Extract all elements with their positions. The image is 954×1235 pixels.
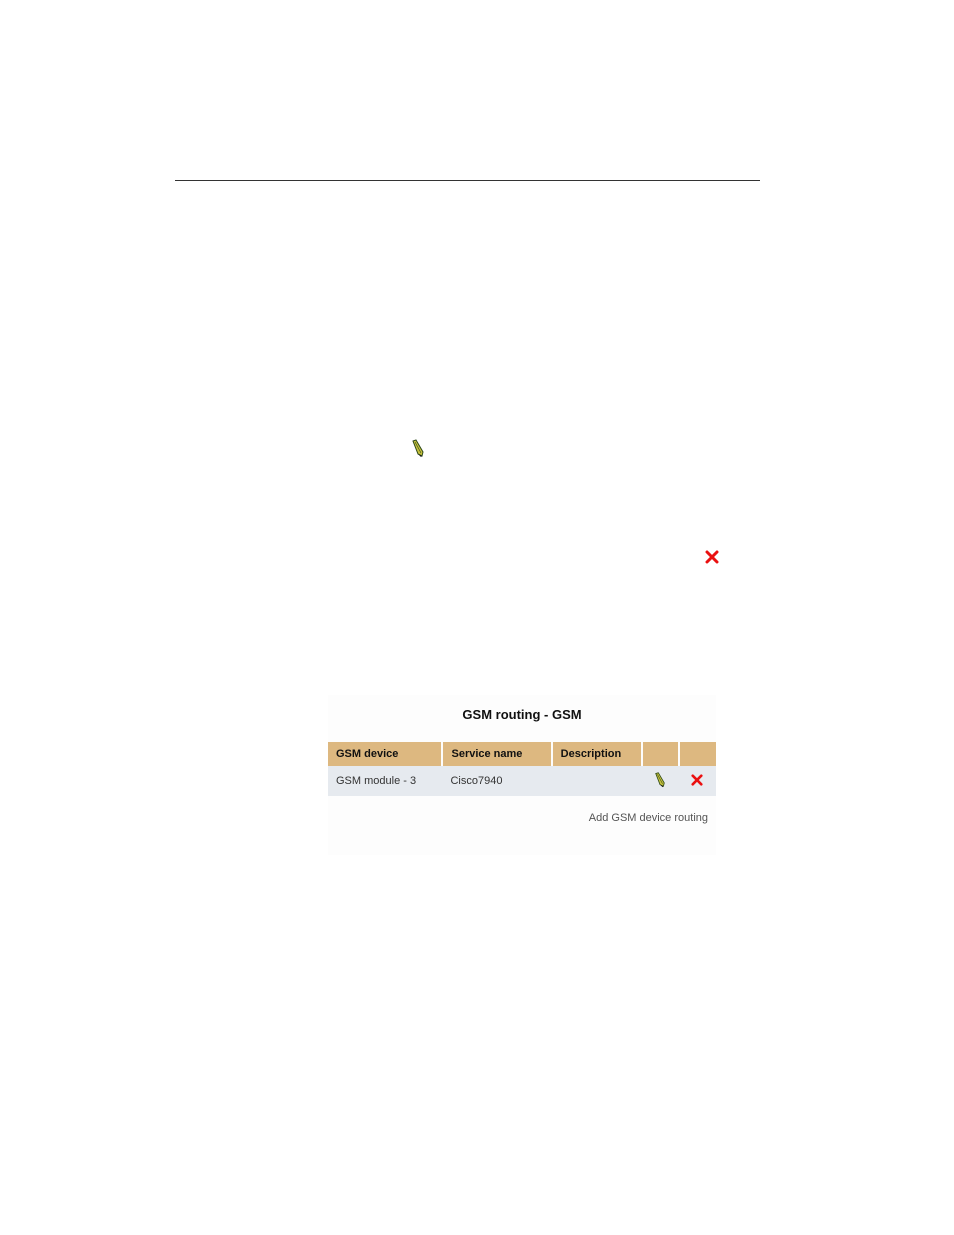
routing-table: GSM device Service name Description GSM …: [328, 742, 716, 796]
edit-button[interactable]: [653, 779, 667, 791]
horizontal-rule: [175, 180, 760, 181]
cell-service-name: Cisco7940: [442, 766, 551, 796]
col-header-service-name: Service name: [442, 742, 551, 766]
x-icon: [705, 550, 719, 564]
cell-description: [552, 766, 642, 796]
col-header-edit: [642, 742, 679, 766]
delete-button[interactable]: [691, 777, 703, 789]
pencil-icon: [410, 438, 426, 458]
panel-title: GSM routing - GSM: [328, 695, 716, 742]
col-header-delete: [679, 742, 716, 766]
table-header-row: GSM device Service name Description: [328, 742, 716, 766]
table-row: GSM module - 3 Cisco7940: [328, 766, 716, 796]
col-header-gsm-device: GSM device: [328, 742, 442, 766]
gsm-routing-panel: GSM routing - GSM GSM device Service nam…: [328, 695, 716, 855]
cell-gsm-device: GSM module - 3: [328, 766, 442, 796]
add-gsm-device-routing-link[interactable]: Add GSM device routing: [328, 796, 716, 824]
col-header-description: Description: [552, 742, 642, 766]
